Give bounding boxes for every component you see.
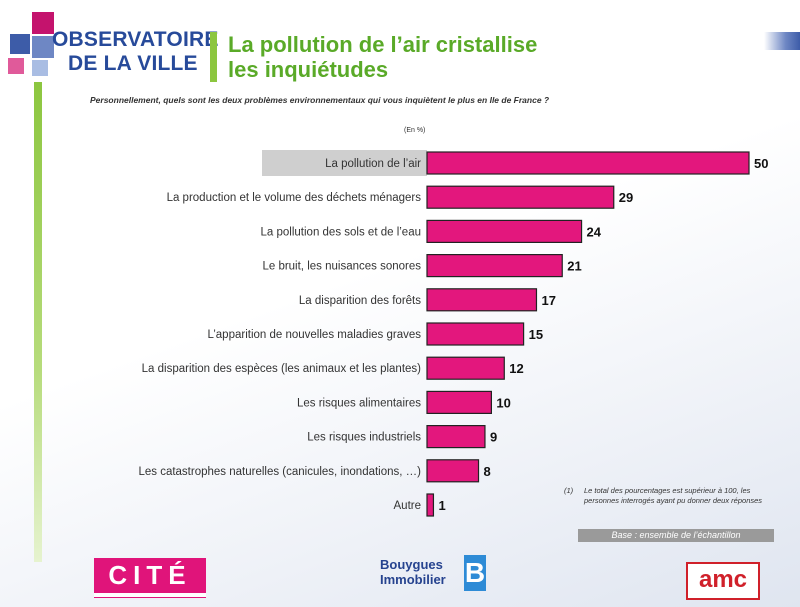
category-label: La disparition des espèces (les animaux … (142, 363, 422, 375)
footnote-text: Le total des pourcentages est supérieur … (584, 486, 763, 505)
bouygues-line-2: Immobilier (380, 572, 446, 587)
brand-line-2: DE LA VILLE (68, 52, 198, 75)
bar (426, 425, 486, 449)
bouygues-mark: B (464, 555, 486, 591)
value-label: 29 (619, 190, 633, 205)
amc-logo: amc (686, 562, 760, 600)
cite-logo-stripe (94, 593, 206, 597)
logo-square-magenta (32, 12, 54, 34)
value-label: 1 (438, 498, 445, 513)
bar-chart: La pollution de l’air 50 La production et … (138, 150, 768, 517)
logo-square-blue (10, 34, 30, 54)
value-label: 10 (496, 395, 510, 410)
brand-logo: OBSERVATOIRE DE LA VILLE (52, 28, 219, 76)
bouygues-line-1: Bouygues (380, 557, 443, 572)
category-label: Les risques alimentaires (297, 397, 421, 409)
value-label: 9 (490, 430, 497, 445)
category-label: Le bruit, les nuisances sonores (262, 261, 421, 273)
value-label: 12 (509, 361, 523, 376)
value-label: 21 (567, 259, 581, 274)
logo-square-pink (8, 58, 24, 74)
bar (426, 253, 563, 278)
value-label: 50 (754, 156, 768, 171)
bar (426, 185, 615, 209)
footnote-number: (1) (564, 486, 574, 495)
value-label: 15 (529, 327, 543, 342)
page-title: La pollution de l’air cristallise les in… (228, 32, 537, 82)
value-label: 8 (484, 464, 491, 479)
unit-label: (En %) (404, 127, 426, 134)
category-label: La pollution des sols et de l’eau (261, 226, 421, 238)
footnote: (1) Le total des pourcentages est supéri… (564, 486, 774, 506)
survey-question: Personnellement, quels sont les deux pro… (90, 95, 550, 105)
bouygues-logo-text: Bouygues Immobilier (380, 557, 446, 587)
bar (426, 390, 493, 414)
value-label: 17 (541, 293, 555, 308)
category-label: Les catastrophes naturelles (canicules, … (138, 466, 421, 478)
title-line-1: La pollution de l’air cristallise (228, 32, 538, 57)
highlight-band (262, 150, 427, 176)
bar (426, 322, 525, 346)
bar (426, 288, 538, 312)
category-label: L’apparition de nouvelles maladies grave… (207, 329, 421, 341)
green-title-accent (210, 32, 217, 82)
category-label: La pollution de l’air (325, 158, 421, 170)
bar (426, 219, 583, 244)
logo-square-blue-light (32, 36, 54, 58)
cite-logo-text: CITÉ (108, 560, 192, 590)
bar (426, 151, 750, 175)
category-label: Autre (394, 500, 422, 512)
title-line-2: les inquiétudes (228, 57, 389, 82)
cite-logo: CITÉ (94, 558, 206, 598)
category-label: La production et le volume des déchets m… (167, 192, 422, 204)
bar (426, 356, 505, 380)
base-label: Base : ensemble de l’échantillon (578, 529, 774, 542)
bar (426, 493, 435, 517)
brand-line-1: OBSERVATOIRE (52, 28, 219, 51)
logo-square-pale-blue (32, 60, 48, 76)
blue-corner-accent (764, 32, 800, 50)
green-side-bar (34, 82, 42, 562)
bar (426, 459, 480, 483)
bouygues-logo: Bouygues Immobilier B (380, 555, 500, 597)
category-label: La disparition des forêts (299, 295, 421, 307)
category-label: Les risques industriels (307, 432, 421, 444)
logo-squares (8, 6, 58, 76)
value-label: 24 (587, 224, 602, 239)
